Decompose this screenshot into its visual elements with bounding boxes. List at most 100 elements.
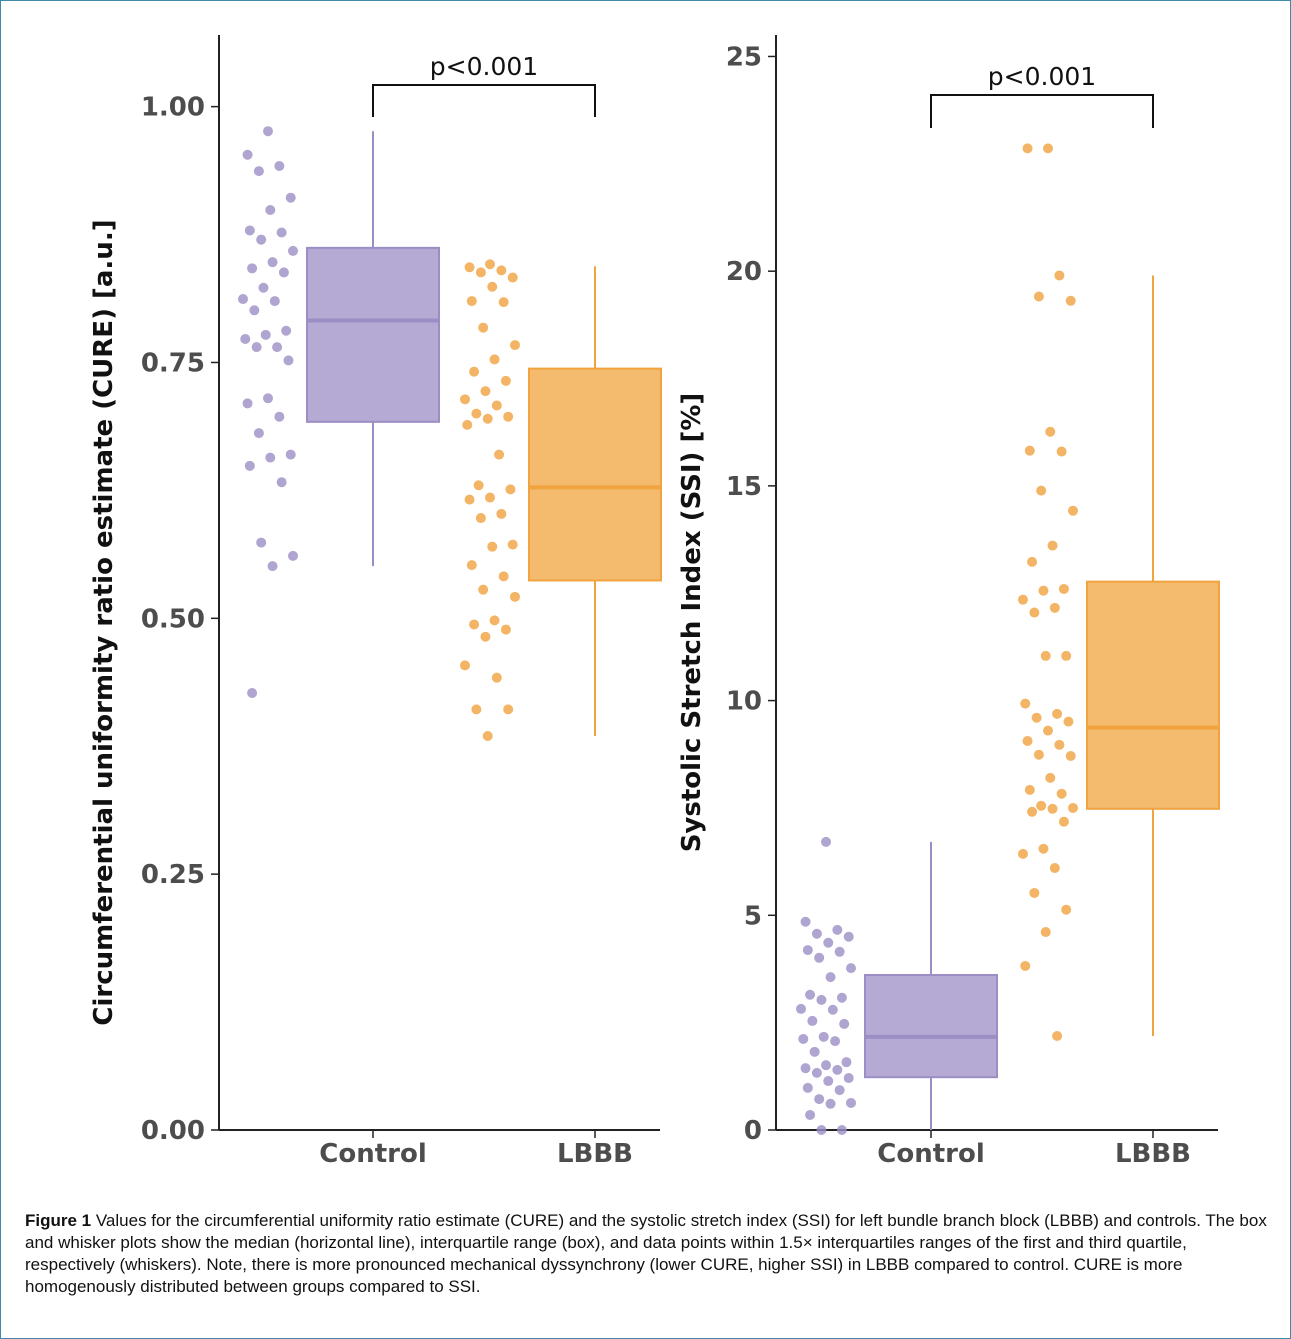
data-point bbox=[285, 192, 296, 203]
data-point bbox=[811, 928, 822, 939]
data-point bbox=[825, 1098, 836, 1109]
data-point bbox=[1022, 735, 1033, 746]
data-point bbox=[480, 631, 491, 642]
data-point bbox=[491, 672, 502, 683]
caption-label: Figure 1 bbox=[25, 1211, 92, 1230]
data-point bbox=[834, 946, 845, 957]
data-point bbox=[263, 393, 273, 404]
data-point bbox=[503, 704, 514, 715]
data-point bbox=[1065, 750, 1076, 761]
data-point bbox=[843, 931, 854, 942]
y-tick-label: 5 bbox=[744, 901, 762, 931]
data-point bbox=[1047, 540, 1058, 551]
data-point bbox=[276, 227, 287, 238]
data-point bbox=[267, 561, 278, 572]
data-point bbox=[1029, 607, 1040, 618]
data-point bbox=[469, 619, 480, 630]
data-point bbox=[487, 541, 498, 552]
data-point bbox=[469, 366, 480, 377]
data-point bbox=[1033, 291, 1044, 302]
data-point bbox=[800, 916, 811, 927]
data-point bbox=[473, 480, 484, 491]
data-point bbox=[1056, 788, 1067, 799]
data-point bbox=[466, 296, 477, 307]
data-point bbox=[798, 1033, 809, 1044]
data-point bbox=[800, 1063, 811, 1074]
data-point bbox=[288, 550, 298, 561]
data-point bbox=[487, 281, 498, 292]
data-point bbox=[496, 508, 507, 519]
significance-label: p<0.001 bbox=[988, 62, 1096, 91]
data-point bbox=[839, 1018, 850, 1029]
data-point bbox=[1022, 143, 1033, 154]
data-point bbox=[475, 513, 486, 524]
data-point bbox=[489, 615, 500, 626]
data-point bbox=[283, 355, 294, 366]
x-tick-label: Control bbox=[319, 1139, 426, 1169]
data-point bbox=[846, 963, 856, 974]
data-point bbox=[796, 1003, 806, 1014]
y-tick-label: 1.00 bbox=[141, 93, 205, 123]
data-point bbox=[1045, 772, 1056, 783]
data-point bbox=[274, 411, 285, 422]
data-point bbox=[274, 160, 285, 171]
y-tick-label: 10 bbox=[726, 687, 762, 717]
data-point bbox=[827, 1004, 838, 1015]
data-point bbox=[1054, 270, 1065, 281]
data-point bbox=[258, 282, 269, 293]
data-point bbox=[462, 419, 473, 430]
data-point bbox=[816, 994, 827, 1005]
data-point bbox=[505, 484, 516, 495]
data-point bbox=[238, 294, 248, 305]
data-point bbox=[471, 408, 482, 419]
data-point bbox=[253, 166, 264, 177]
y-axis-label: Circumferential uniformity ratio estimat… bbox=[89, 219, 119, 1025]
data-point bbox=[825, 972, 836, 983]
data-point bbox=[811, 1067, 822, 1078]
data-point bbox=[482, 413, 493, 424]
data-point bbox=[265, 204, 276, 215]
data-point bbox=[288, 245, 298, 256]
data-point bbox=[507, 539, 518, 550]
data-point bbox=[460, 394, 470, 405]
data-point bbox=[260, 329, 271, 340]
data-point bbox=[244, 225, 255, 236]
data-point bbox=[1068, 802, 1078, 813]
data-point bbox=[1049, 863, 1060, 874]
significance-label: p<0.001 bbox=[430, 52, 538, 81]
data-point bbox=[503, 411, 514, 422]
data-point bbox=[821, 836, 831, 847]
data-point bbox=[478, 584, 489, 595]
data-point bbox=[809, 1046, 820, 1057]
data-point bbox=[1043, 725, 1053, 736]
data-point bbox=[256, 537, 267, 548]
data-point bbox=[475, 267, 486, 278]
data-point bbox=[805, 1109, 816, 1120]
data-point bbox=[1065, 295, 1076, 306]
data-point bbox=[1047, 803, 1058, 814]
data-point bbox=[510, 591, 520, 602]
data-point bbox=[836, 992, 847, 1003]
data-point bbox=[491, 400, 502, 411]
data-point bbox=[272, 342, 283, 353]
data-point bbox=[843, 1073, 854, 1084]
data-point bbox=[1027, 556, 1038, 567]
data-point bbox=[821, 1060, 831, 1071]
data-point bbox=[1061, 650, 1072, 661]
data-point bbox=[507, 272, 518, 283]
data-point bbox=[841, 1057, 852, 1068]
data-point bbox=[498, 297, 509, 308]
y-tick-label: 0.50 bbox=[141, 604, 205, 634]
data-point bbox=[823, 1076, 834, 1087]
y-axis-label: Systolic Stretch Index (SSI) [%] bbox=[677, 393, 707, 853]
data-point bbox=[240, 333, 251, 344]
data-point bbox=[510, 340, 520, 351]
data-point bbox=[814, 952, 825, 963]
data-point bbox=[1036, 800, 1047, 811]
data-point bbox=[1031, 712, 1042, 723]
box bbox=[864, 973, 998, 1079]
data-point bbox=[242, 398, 253, 409]
x-tick-label: LBBB bbox=[1115, 1139, 1191, 1169]
data-point bbox=[498, 571, 509, 582]
data-point bbox=[818, 1031, 829, 1042]
